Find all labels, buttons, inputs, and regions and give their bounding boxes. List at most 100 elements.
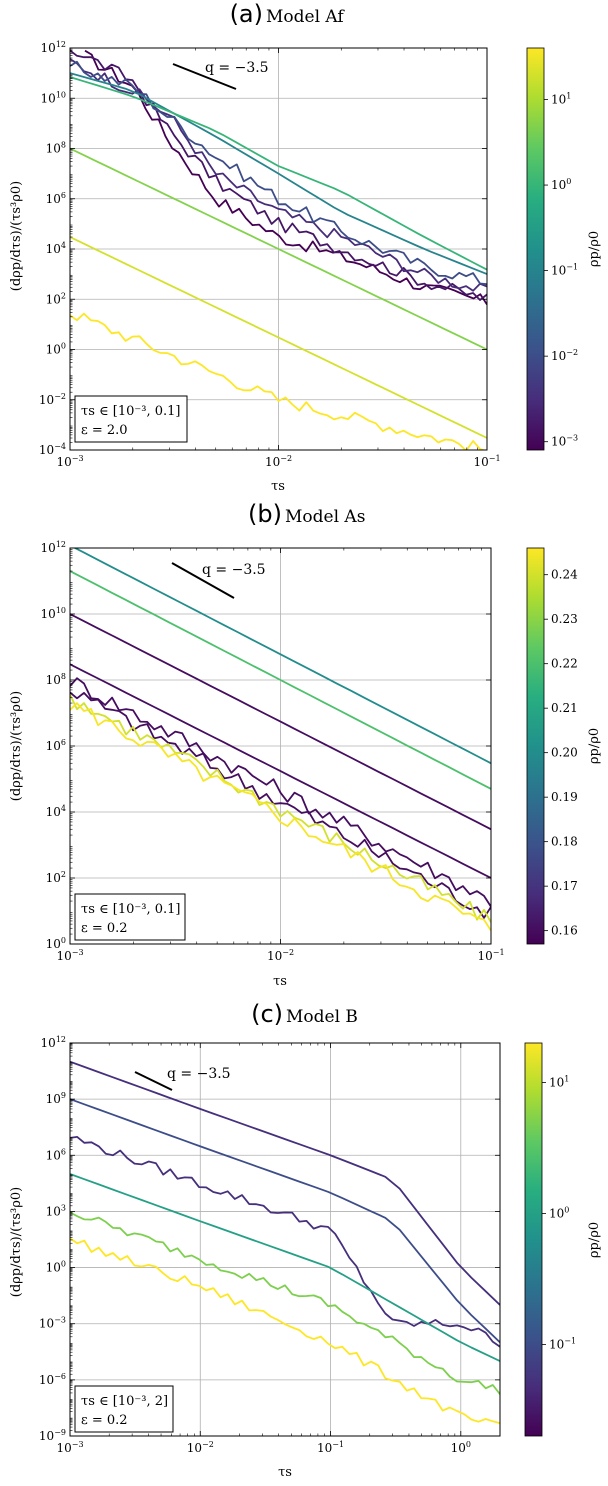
slope-line — [171, 562, 235, 599]
panel-label: (a) — [230, 0, 263, 28]
colorbar-tick-label: 10−1 — [549, 1336, 576, 1351]
series-line — [70, 1098, 500, 1344]
y-tick-label: 10−6 — [39, 1372, 66, 1387]
colorbar-tick-label: 10−1 — [551, 263, 578, 278]
series-line — [70, 694, 491, 923]
series-line — [70, 1136, 500, 1348]
slope-line — [134, 1071, 173, 1091]
plot-area: 100 102 104 106 108 1010 1012 10−3 10−2 10−1 — [41, 540, 505, 963]
series-line — [70, 236, 487, 439]
slope-annotation: q = −3.5 — [134, 1066, 231, 1091]
y-tick-label: 10−9 — [39, 1428, 66, 1443]
series-line — [70, 312, 487, 450]
x-tick-label: 10−1 — [477, 948, 504, 963]
y-tick-label: 1010 — [41, 606, 66, 621]
colorbar-tick-label: 100 — [551, 177, 571, 192]
colorbar-tick-label: 0.16 — [551, 924, 578, 938]
y-tick-label: 10−3 — [39, 1316, 66, 1331]
panel-b: (b) Model As 100 102 104 106 108 1010 1012 10−3… — [9, 500, 602, 989]
y-tick-label: 103 — [46, 1203, 66, 1218]
grid — [69, 547, 492, 945]
slope-annotation: q = −3.5 — [171, 562, 266, 599]
series-line — [70, 147, 487, 351]
colorbar-tick-label: 0.21 — [551, 701, 578, 715]
info-epsilon: ε = 2.0 — [81, 423, 128, 438]
colorbar-tick-label: 0.22 — [551, 657, 578, 671]
series-line — [70, 1173, 500, 1362]
slope-label: q = −3.5 — [202, 562, 266, 578]
x-tick-label: 100 — [451, 1440, 471, 1455]
series-lines — [70, 1060, 500, 1425]
colorbar-tick-label: 0.19 — [551, 790, 578, 804]
series-line — [70, 1211, 500, 1395]
plot-area: 10−4 10−2 100 102 104 106 108 1010 1012 10−3 10−2 1… — [39, 40, 501, 469]
x-tick-label: 10−2 — [187, 1440, 214, 1455]
x-tick-label: 10−3 — [56, 948, 83, 963]
panel-title: Model Af — [266, 7, 345, 27]
y-tick-label: 106 — [46, 1147, 66, 1162]
x-axis-label: τs — [278, 1465, 292, 1480]
y-tick-label: 106 — [46, 191, 66, 206]
y-tick-label: 100 — [46, 1260, 66, 1275]
panel-c: (c) Model B 10−9 10−6 10−3 100 103 106 109 1012… — [9, 1000, 602, 1480]
x-axis-label: τs — [271, 479, 285, 494]
y-axis-label: (dρp/dτs)/(τs³ρ0) — [9, 181, 24, 292]
series-line — [70, 570, 491, 790]
panel-label: (c) — [251, 1000, 283, 1028]
series-line — [70, 663, 491, 879]
slope-annotation: q = −3.5 — [172, 60, 269, 90]
colorbar-tick-label: 0.17 — [551, 879, 578, 893]
info-range: τs ∈ [10⁻³, 0.1] — [81, 404, 180, 419]
grid — [69, 1042, 500, 1437]
colorbar-tick-label: 100 — [549, 1205, 569, 1220]
series-line — [70, 613, 491, 831]
y-tick-label: 102 — [46, 291, 66, 306]
series-line — [70, 76, 487, 271]
colorbar-tick-label: 101 — [551, 92, 571, 107]
series-lines — [70, 548, 491, 932]
y-tick-label: 104 — [46, 804, 66, 819]
colorbar-tick-label: 101 — [549, 1074, 569, 1089]
info-epsilon: ε = 0.2 — [81, 921, 128, 936]
series-line — [73, 548, 491, 765]
colorbar-gradient — [524, 1042, 543, 1437]
colorbar: ρp/ρ0 10−1 100 101 — [524, 1042, 602, 1437]
info-box: τs ∈ [10⁻³, 0.1] ε = 0.2 — [74, 893, 186, 941]
y-tick-label: 1012 — [41, 540, 66, 555]
axes-frame — [69, 47, 488, 451]
y-tick-label: 108 — [46, 141, 66, 156]
axes-frame — [69, 547, 492, 945]
series-line — [70, 702, 491, 932]
slope-label: q = −3.5 — [205, 60, 269, 76]
y-tick-label: 100 — [46, 936, 66, 951]
panel-label: (b) — [248, 500, 282, 528]
slope-line — [172, 63, 237, 90]
y-tick-label: 109 — [46, 1091, 66, 1106]
series-line — [70, 1060, 500, 1306]
x-tick-label: 10−1 — [473, 454, 500, 469]
info-box: τs ∈ [10⁻³, 2] ε = 0.2 — [74, 1385, 174, 1433]
y-tick-label: 10−2 — [39, 392, 66, 407]
info-epsilon: ε = 0.2 — [81, 1413, 128, 1428]
colorbar-tick-label: 10−3 — [551, 434, 578, 449]
y-tick-label: 106 — [46, 738, 66, 753]
series-line — [70, 691, 491, 919]
x-tick-label: 10−2 — [267, 948, 294, 963]
y-tick-label: 104 — [46, 241, 66, 256]
y-axis-label: (dρp/dτs)/(τs³ρ0) — [9, 1187, 24, 1298]
x-axis-label: τs — [273, 974, 287, 989]
colorbar-tick-label: 0.20 — [551, 746, 578, 760]
colorbar-label: ρp/ρ0 — [587, 1222, 602, 1258]
colorbar-tick-label: 10−2 — [551, 348, 578, 363]
y-tick-label: 108 — [46, 672, 66, 687]
colorbar-label: ρp/ρ0 — [587, 231, 602, 267]
colorbar: ρp/ρ0 10−3 10−2 10−1 100 101 — [526, 47, 602, 451]
panel-title: Model As — [285, 507, 365, 527]
colorbar: ρp/ρ0 0.16 0.17 0.18 0.19 0.20 0.21 0.22 0.23 0.… — [526, 547, 602, 945]
series-line — [70, 72, 487, 275]
colorbar-tick-label: 0.18 — [551, 835, 578, 849]
y-tick-label: 10−4 — [39, 442, 66, 457]
slope-label: q = −3.5 — [167, 1066, 231, 1082]
y-tick-label: 1010 — [41, 90, 66, 105]
